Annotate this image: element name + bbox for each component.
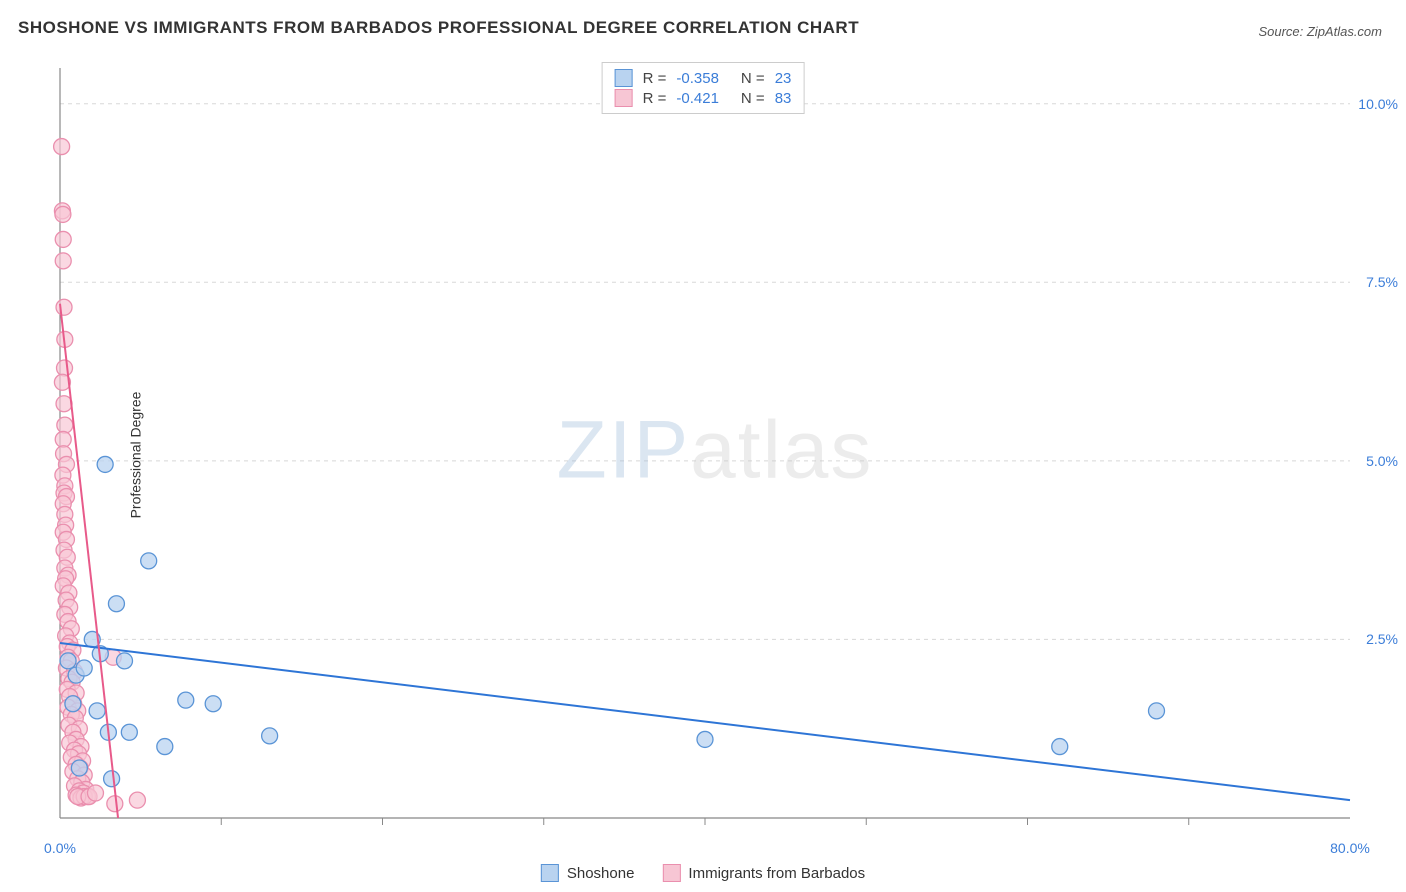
r-label: R = <box>643 90 667 107</box>
legend-series-item: Immigrants from Barbados <box>662 864 865 882</box>
r-value: -0.358 <box>676 70 719 87</box>
n-label: N = <box>741 90 765 107</box>
scatter-chart-svg <box>50 60 1380 850</box>
legend-swatch-icon <box>662 864 680 882</box>
n-value: 83 <box>775 90 792 107</box>
chart-title: SHOSHONE VS IMMIGRANTS FROM BARBADOS PRO… <box>18 18 859 38</box>
chart-container: SHOSHONE VS IMMIGRANTS FROM BARBADOS PRO… <box>0 0 1406 892</box>
source-link[interactable]: ZipAtlas.com <box>1307 24 1382 39</box>
r-value: -0.421 <box>676 90 719 107</box>
y-tick-label: 7.5% <box>1366 274 1398 290</box>
series-legend: Shoshone Immigrants from Barbados <box>541 864 865 882</box>
legend-swatch-icon <box>541 864 559 882</box>
y-tick-label: 2.5% <box>1366 631 1398 647</box>
source-attribution: Source: ZipAtlas.com <box>1258 24 1382 39</box>
y-tick-label: 5.0% <box>1366 453 1398 469</box>
r-label: R = <box>643 70 667 87</box>
n-value: 23 <box>775 70 792 87</box>
y-tick-label: 10.0% <box>1358 96 1398 112</box>
correlation-legend: R = -0.358 N = 23 R = -0.421 N = 83 <box>602 62 805 114</box>
legend-stat-row: R = -0.358 N = 23 <box>615 68 792 88</box>
legend-swatch-icon <box>615 69 633 87</box>
legend-series-label: Shoshone <box>567 865 635 882</box>
x-tick-label: 0.0% <box>44 840 76 856</box>
legend-swatch-icon <box>615 89 633 107</box>
y-axis-label: Professional Degree <box>127 392 143 519</box>
n-label: N = <box>741 70 765 87</box>
plot-area: Professional Degree ZIPatlas <box>50 60 1380 850</box>
legend-series-label: Immigrants from Barbados <box>688 865 865 882</box>
legend-series-item: Shoshone <box>541 864 635 882</box>
x-tick-label: 80.0% <box>1330 840 1370 856</box>
source-label: Source: <box>1258 24 1306 39</box>
legend-stat-row: R = -0.421 N = 83 <box>615 88 792 108</box>
